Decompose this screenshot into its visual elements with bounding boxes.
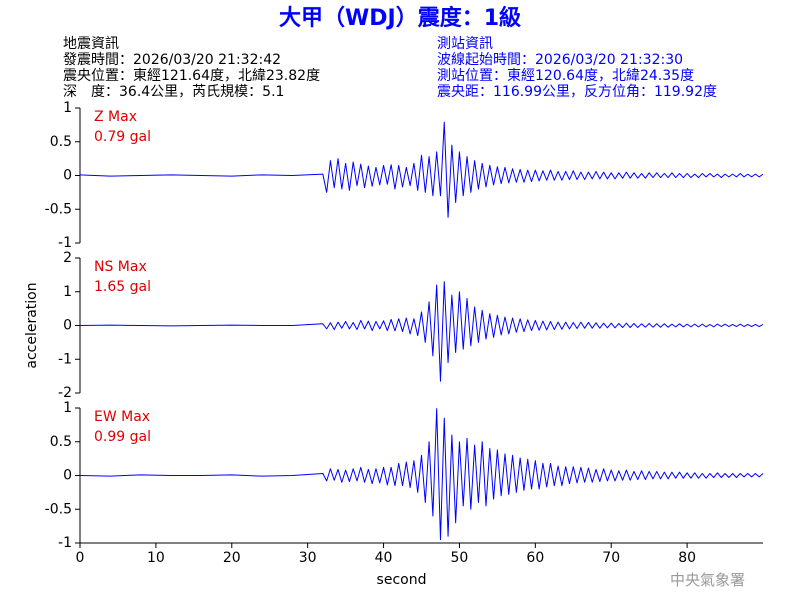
y-tick-label: -1: [58, 235, 72, 251]
waveform: [79, 281, 764, 382]
x-tick-label: 10: [147, 550, 165, 566]
info-line: 測站位置：東經120.64度，北緯24.35度: [437, 68, 694, 84]
footer: 中央氣象署: [670, 571, 745, 589]
info-line: 測站資訊: [437, 36, 493, 52]
x-tick-label: 0: [76, 550, 85, 566]
x-tick-label: 80: [678, 550, 696, 566]
y-tick-label: 0: [63, 168, 72, 184]
y-tick-label: 0.5: [50, 434, 72, 450]
info-line: 發震時間：2026/03/20 21:32:42: [63, 52, 281, 68]
info-line: 震央位置：東經121.64度，北緯23.82度: [63, 68, 320, 84]
y-axis-label: acceleration: [24, 282, 40, 368]
waveform: [79, 408, 764, 541]
x-tick-label: 20: [223, 550, 241, 566]
y-tick-label: 0: [63, 318, 72, 334]
y-tick-label: 1: [63, 100, 72, 116]
y-tick-label: 0: [63, 468, 72, 484]
y-tick-label: 0.5: [50, 134, 72, 150]
info-line: 波線起始時間：2026/03/20 21:32:30: [437, 52, 683, 68]
chart-title: 大甲（WDJ）震度：1級: [279, 5, 521, 31]
max-annotation: Z Max: [94, 109, 137, 125]
y-tick-label: 2: [63, 250, 72, 266]
info-line: 地震資訊: [63, 36, 119, 52]
x-tick-label: 40: [375, 550, 393, 566]
y-tick-label: -0.5: [45, 201, 72, 217]
y-tick-label: 1: [63, 284, 72, 300]
max-annotation: EW Max: [94, 409, 150, 425]
y-tick-label: -1: [58, 535, 72, 551]
max-annotation: NS Max: [94, 259, 147, 275]
waveform: [79, 121, 764, 218]
max-annotation: 0.99 gal: [94, 429, 151, 445]
info-line: 震央距：116.99公里，反方位角：119.92度: [437, 84, 717, 100]
y-tick-label: -0.5: [45, 501, 72, 517]
y-tick-label: -2: [58, 385, 72, 401]
x-tick-label: 30: [299, 550, 317, 566]
y-tick-label: 1: [63, 400, 72, 416]
x-axis-label: second: [377, 572, 427, 588]
max-annotation: 1.65 gal: [94, 279, 151, 295]
max-annotation: 0.79 gal: [94, 129, 151, 145]
x-tick-label: 60: [526, 550, 544, 566]
x-tick-label: 70: [602, 550, 620, 566]
x-tick-label: 50: [451, 550, 469, 566]
info-line: 深 度：36.4公里，芮氏規模：5.1: [63, 83, 284, 100]
y-tick-label: -1: [58, 351, 72, 367]
